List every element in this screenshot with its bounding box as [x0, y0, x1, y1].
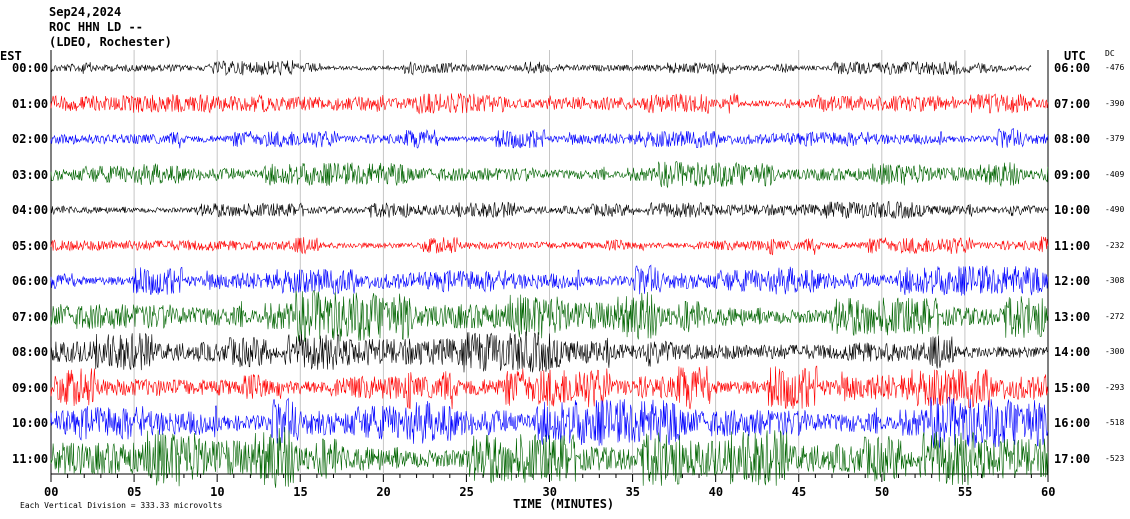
trace-row — [50, 92, 1049, 115]
est-row-label: 08:00 — [12, 345, 49, 359]
utc-row-label: 10:00 — [1054, 203, 1091, 217]
utc-row-label: 08:00 — [1054, 132, 1091, 146]
x-tick-label: 40 — [708, 485, 724, 499]
trace-row — [50, 290, 1049, 343]
utc-row-label: 17:00 — [1054, 451, 1091, 466]
dc-row-value: -300 — [1105, 347, 1125, 356]
est-row-label: 05:00 — [12, 238, 49, 253]
trace-row — [50, 365, 1049, 410]
x-tick-label: 15 — [293, 485, 308, 499]
x-tick-label: 50 — [874, 485, 890, 499]
trace-row — [50, 236, 1049, 256]
trace-row — [50, 330, 1048, 373]
est-row-label: 02:00 — [12, 132, 49, 146]
dc-row-value: -390 — [1105, 98, 1125, 108]
utc-row-label: 13:00 — [1054, 309, 1091, 324]
est-row-label: 01:00 — [12, 96, 49, 111]
utc-axis-title: UTC — [1064, 49, 1086, 63]
trace-row — [50, 264, 1049, 296]
date-label: Sep24,2024 — [49, 5, 122, 19]
utc-row-label: 06:00 — [1054, 61, 1091, 75]
utc-row-label: 09:00 — [1054, 167, 1091, 182]
x-tick-label: 00 — [44, 485, 59, 499]
dc-row-value: -308 — [1105, 276, 1125, 285]
est-row-label: 09:00 — [12, 380, 49, 395]
utc-row-label: 12:00 — [1054, 274, 1091, 288]
network-label: (LDEO, Rochester) — [49, 35, 172, 49]
trace-row — [50, 60, 1032, 76]
trace-row — [50, 200, 1049, 220]
dc-row-value: -518 — [1105, 418, 1125, 427]
utc-row-label: 14:00 — [1054, 345, 1091, 359]
trace-row — [50, 427, 1049, 488]
station-label: ROC HHN LD -- — [49, 20, 143, 34]
x-tick-label: 25 — [459, 485, 474, 499]
est-row-label: 07:00 — [12, 309, 49, 324]
dc-row-value: -272 — [1105, 311, 1125, 321]
est-row-label: 00:00 — [12, 61, 49, 75]
x-tick-label: 20 — [376, 485, 391, 499]
dc-row-value: -476 — [1105, 63, 1125, 72]
utc-row-label: 11:00 — [1054, 238, 1091, 253]
est-row-label: 04:00 — [12, 203, 49, 217]
x-tick-label: 30 — [542, 485, 557, 499]
scale-note: Each Vertical Division = 333.33 microvol… — [20, 501, 223, 510]
est-row-label: 11:00 — [12, 451, 49, 466]
x-axis-title: TIME (MINUTES) — [513, 497, 615, 511]
x-tick-label: 60 — [1041, 485, 1056, 499]
trace-row — [50, 128, 1049, 149]
dc-row-value: -379 — [1105, 134, 1125, 143]
dc-row-value: -409 — [1105, 169, 1125, 179]
x-tick-label: 10 — [210, 485, 225, 499]
trace-row — [50, 161, 1049, 189]
est-axis-title: EST — [0, 49, 22, 63]
utc-row-label: 15:00 — [1054, 380, 1091, 395]
dc-row-value: -232 — [1105, 240, 1125, 250]
est-row-label: 03:00 — [12, 167, 49, 182]
x-tick-label: 45 — [791, 485, 807, 499]
utc-row-label: 07:00 — [1054, 96, 1091, 111]
x-tick-label: 05 — [127, 485, 142, 499]
utc-row-label: 16:00 — [1054, 416, 1091, 430]
est-row-label: 10:00 — [12, 416, 49, 430]
est-row-label: 06:00 — [12, 274, 49, 288]
x-tick-label: 55 — [957, 485, 973, 499]
dc-row-value: -293 — [1105, 382, 1125, 392]
dc-row-value: -523 — [1105, 453, 1125, 463]
x-tick-label: 35 — [625, 485, 641, 499]
trace-row — [50, 396, 1049, 449]
dc-axis-title: DC — [1105, 49, 1115, 58]
dc-row-value: -490 — [1105, 205, 1125, 214]
